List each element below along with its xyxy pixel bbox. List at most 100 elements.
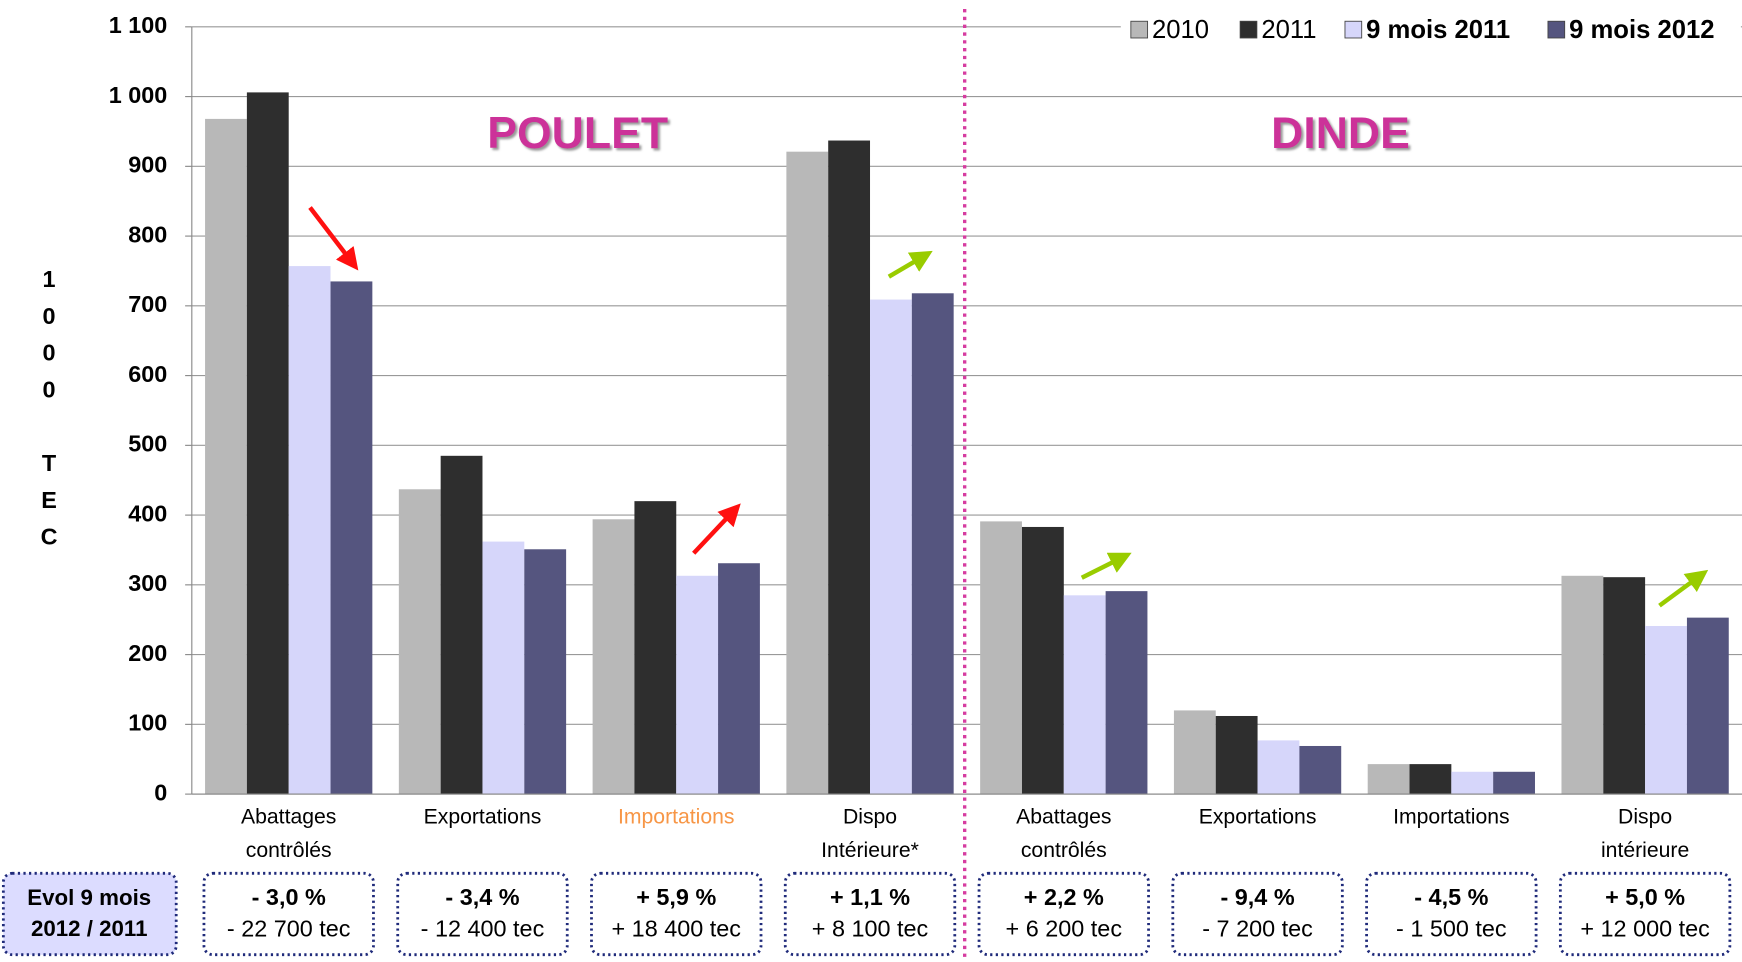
evol-tec: + 12 000 tec — [1580, 915, 1710, 941]
bar — [1257, 740, 1300, 795]
evol-pct: - 9,4 % — [1220, 884, 1294, 910]
evol-pct: + 2,2 % — [1024, 884, 1104, 910]
y-tick-label: 600 — [128, 361, 167, 387]
evol-pct: + 1,1 % — [830, 884, 910, 910]
y-tick-label: 0 — [154, 779, 167, 805]
bar — [398, 489, 441, 795]
bar — [440, 455, 483, 795]
bar — [482, 541, 525, 795]
evol-box — [1558, 871, 1732, 957]
legend-label: 2010 — [1152, 16, 1209, 44]
bar — [1173, 710, 1216, 795]
evol-header-box — [1, 871, 178, 957]
evol-box — [202, 871, 375, 957]
bar — [1409, 764, 1452, 795]
y-tick-label: 500 — [128, 431, 167, 457]
x-tick-label: Exportations — [1199, 805, 1317, 828]
bar — [1215, 715, 1258, 795]
evol-tec: - 7 200 tec — [1202, 915, 1313, 941]
evol-tec: + 6 200 tec — [1006, 915, 1123, 941]
bar — [1603, 577, 1646, 795]
evol-box — [1365, 871, 1538, 957]
bar — [288, 266, 331, 795]
x-tick-label: Abattages contrôlés — [241, 805, 336, 861]
y-tick-label: 1 100 — [109, 12, 168, 38]
bar — [718, 563, 760, 795]
arrow — [308, 206, 359, 271]
y-tick-label: 400 — [128, 500, 167, 526]
evol-box — [783, 871, 957, 957]
bar — [911, 293, 954, 795]
legend-swatch — [1239, 20, 1258, 39]
bar — [1105, 591, 1148, 795]
evol-box — [590, 871, 763, 957]
y-tick-label: 1 000 — [109, 82, 168, 108]
y-tick-label: 700 — [128, 291, 167, 317]
evol-tec: - 22 700 tec — [227, 915, 351, 941]
evol-tec: - 1 500 tec — [1396, 915, 1507, 941]
evol-tec: + 18 400 tec — [612, 915, 742, 941]
bar — [1493, 771, 1535, 795]
x-tick-label: Dispo intérieure — [1601, 805, 1689, 861]
arrow — [692, 503, 741, 555]
bar — [1645, 626, 1687, 795]
bar — [205, 118, 247, 795]
bar — [1021, 526, 1064, 795]
bars — [205, 92, 1729, 795]
legend-label: 9 mois 2012 — [1569, 16, 1714, 44]
arrow — [1080, 552, 1132, 580]
y-tick-label: 800 — [128, 221, 167, 247]
evol-header: Evol 9 mois — [27, 885, 151, 910]
y-tick-label: 100 — [128, 710, 167, 736]
legend-swatch — [1344, 20, 1363, 39]
bar — [1299, 745, 1342, 795]
x-tick-label: Importations — [618, 805, 734, 828]
bar — [676, 575, 719, 795]
bar — [1367, 764, 1410, 795]
legend-swatch — [1547, 20, 1566, 39]
bar — [786, 151, 829, 795]
y-tick-label: 200 — [128, 640, 167, 666]
x-tick-label: Dispo Intérieure* — [821, 805, 919, 861]
x-tick-label: Abattages contrôlés — [1016, 805, 1111, 861]
bar — [592, 519, 635, 795]
evol-box — [977, 871, 1150, 957]
evol-header: 2012 / 2011 — [31, 916, 148, 941]
legend-label: 2011 — [1261, 16, 1316, 44]
x-tick-label: Importations — [1393, 805, 1510, 828]
y-tick-label: 900 — [128, 152, 167, 178]
y-tick-label: 300 — [128, 570, 167, 596]
bar — [828, 140, 871, 795]
evol-box — [396, 871, 569, 957]
arrow — [1658, 569, 1709, 608]
bar — [1063, 595, 1106, 795]
bar — [246, 92, 289, 795]
evol-pct: + 5,9 % — [636, 884, 716, 910]
evol-pct: - 3,0 % — [252, 884, 326, 910]
labels: 0 100 200 300 400 500 600 700 800 900 1 000 1 100 1 0… — [1, 8, 1742, 957]
section-label: DINDE — [1271, 109, 1410, 158]
arrow — [887, 250, 933, 279]
evol-pct: - 3,4 % — [445, 884, 519, 910]
evol-pct: - 4,5 % — [1414, 884, 1488, 910]
bar — [1561, 575, 1604, 795]
evol-pct: + 5,0 % — [1605, 884, 1685, 910]
evol-tec: - 12 400 tec — [421, 915, 545, 941]
bar — [1686, 617, 1729, 795]
legend-label: 9 mois 2011 — [1366, 16, 1510, 44]
evol-box — [1171, 871, 1344, 957]
bar — [634, 501, 677, 795]
x-tick-label: Exportations — [424, 805, 542, 828]
evol-tec: + 8 100 tec — [812, 915, 929, 941]
bar — [524, 549, 567, 795]
legend-swatch — [1130, 20, 1149, 39]
bar — [980, 521, 1022, 795]
section-label: POULET — [487, 109, 668, 158]
bar — [1451, 771, 1494, 795]
bar — [330, 281, 373, 795]
legend-bg — [1120, 8, 1741, 52]
bar — [870, 299, 912, 795]
